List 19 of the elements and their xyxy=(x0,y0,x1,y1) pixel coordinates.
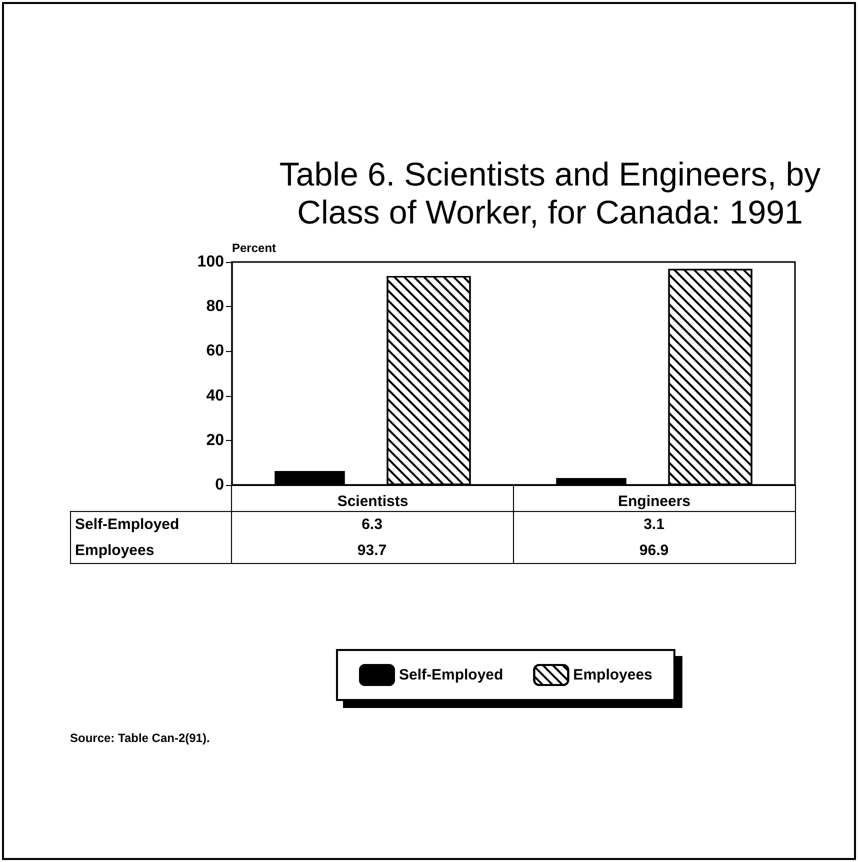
legend-label: Employees xyxy=(573,666,652,684)
y-tick-label: 40 xyxy=(206,387,224,404)
data-label: 96.9 xyxy=(513,538,795,564)
data-label: 93.7 xyxy=(231,538,513,564)
y-tick-label: 80 xyxy=(206,298,224,316)
text: Self-Employed xyxy=(399,666,504,684)
y-tick-label: 20 xyxy=(206,432,224,449)
data-label: 3.1 xyxy=(513,512,795,538)
chart-title: Table 6. Scientists and Engineers, by Class of Worker, for Canada: 1991 xyxy=(279,156,822,230)
x-tick-label: Engineers xyxy=(618,493,691,510)
y-tick-label: 0 xyxy=(215,476,224,494)
source-note: Source: Table Can-2(91). xyxy=(70,731,210,745)
legend-label: Self-Employed xyxy=(70,512,231,538)
x-tick-label: Scientists xyxy=(337,493,408,510)
data-label: 6.3 xyxy=(231,512,513,538)
y-tick-label: 60 xyxy=(206,342,224,360)
text: Employees xyxy=(75,542,154,559)
y-axis-title: Percent xyxy=(232,241,276,255)
y-tick-label: 100 xyxy=(197,254,224,270)
